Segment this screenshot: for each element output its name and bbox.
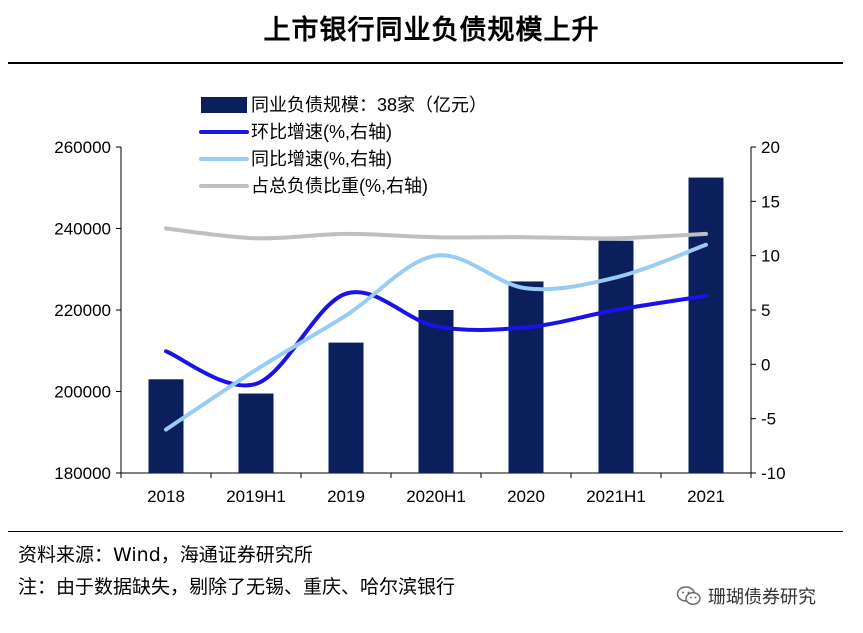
line-series bbox=[164, 226, 708, 432]
y-right-tick-label: 0 bbox=[761, 355, 770, 374]
bar bbox=[238, 393, 274, 473]
bar bbox=[418, 310, 454, 473]
bar-series bbox=[148, 177, 724, 473]
y-left-tick-label: 260000 bbox=[54, 138, 111, 157]
line-yoy-growth bbox=[164, 242, 708, 432]
x-tick-label: 2019H1 bbox=[226, 487, 286, 506]
bar bbox=[508, 281, 544, 473]
bar bbox=[148, 379, 184, 473]
x-tick-label: 2020H1 bbox=[406, 487, 466, 506]
legend-item-yoy: 同比增速(%,右轴) bbox=[199, 149, 392, 169]
chart-area: 180000 200000 220000 240000 260000 -10 -5 0 5 10 1… bbox=[54, 95, 785, 506]
x-tick-label: 2021H1 bbox=[586, 487, 646, 506]
y-left-tick-label: 200000 bbox=[54, 383, 111, 402]
y-right-tick-label: 15 bbox=[761, 192, 780, 211]
chart-legend: 同业负债规模：38家（亿元） 环比增速(%,右轴) 同比增速(%,右轴) 占总负债比重… bbox=[199, 95, 487, 196]
y-right-tick-label: 20 bbox=[761, 138, 780, 157]
legend-label: 占总负债比重(%,右轴) bbox=[251, 176, 428, 196]
wechat-icon bbox=[676, 586, 701, 606]
y-right-tick-label: 5 bbox=[761, 301, 770, 320]
legend-item-qoq: 环比增速(%,右轴) bbox=[199, 122, 392, 142]
chart-axes: 180000 200000 220000 240000 260000 -10 -5 0 5 10 1… bbox=[54, 138, 785, 506]
legend-label: 同比增速(%,右轴) bbox=[251, 149, 392, 169]
chart-title: 上市银行同业负债规模上升 bbox=[263, 15, 600, 46]
legend-label: 环比增速(%,右轴) bbox=[251, 122, 392, 142]
legend-swatch bbox=[201, 97, 247, 113]
legend-item-bars: 同业负债规模：38家（亿元） bbox=[201, 95, 487, 115]
y-left-tick-label: 240000 bbox=[54, 220, 111, 239]
watermark: 珊瑚债券研究 bbox=[676, 583, 816, 609]
line-qoq-growth bbox=[164, 290, 708, 388]
y-right-tick-label: 10 bbox=[761, 247, 780, 266]
legend-item-share: 占总负债比重(%,右轴) bbox=[199, 176, 428, 196]
y-left-tick-label: 180000 bbox=[54, 464, 111, 483]
bar bbox=[328, 342, 364, 473]
source-note: 资料来源：Wind，海通证券研究所 bbox=[18, 544, 313, 566]
watermark-text: 珊瑚债券研究 bbox=[708, 587, 816, 608]
x-tick-label: 2021 bbox=[687, 487, 725, 506]
y-left-tick-label: 220000 bbox=[54, 301, 111, 320]
line-share-of-liabilities bbox=[164, 226, 708, 241]
y-right-tick-label: -10 bbox=[761, 464, 786, 483]
x-tick-label: 2019 bbox=[327, 487, 365, 506]
x-tick-label: 2018 bbox=[147, 487, 185, 506]
title-divider bbox=[8, 62, 843, 64]
y-right-tick-label: -5 bbox=[761, 410, 776, 429]
legend-label: 同业负债规模：38家（亿元） bbox=[251, 95, 487, 115]
bar bbox=[688, 177, 724, 473]
footnote: 注：由于数据缺失，剔除了无锡、重庆、哈尔滨银行 bbox=[18, 576, 456, 598]
footer-divider bbox=[8, 531, 843, 532]
x-tick-label: 2020 bbox=[507, 487, 545, 506]
